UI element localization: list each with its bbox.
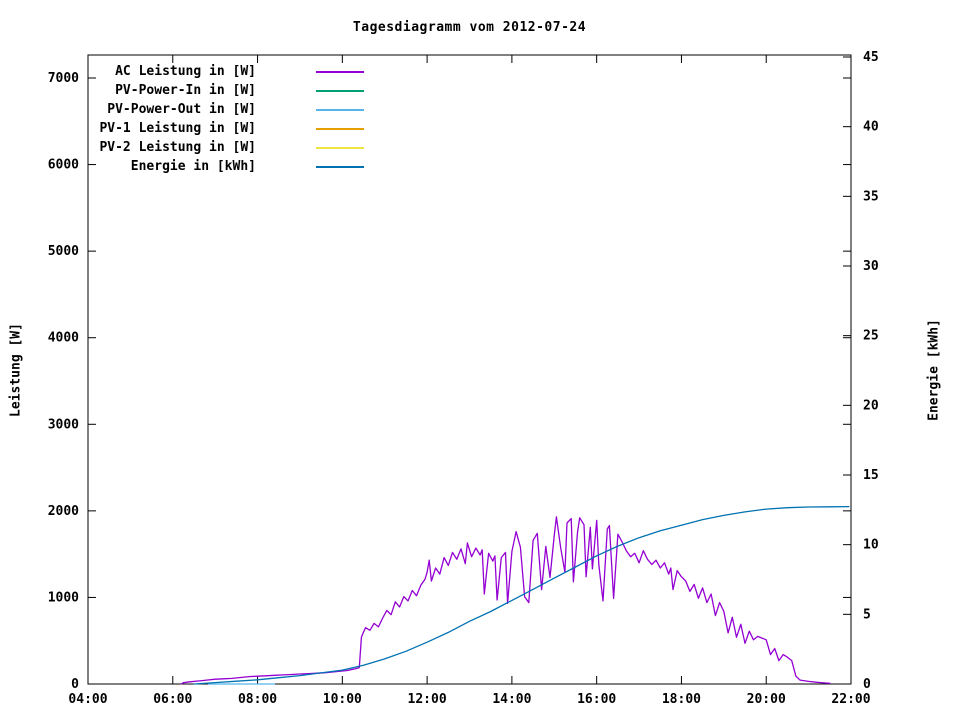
x-tick-label: 04:00 — [68, 692, 107, 707]
legend-label: AC Leistung in [W] — [115, 64, 256, 79]
y-left-tick-label: 5000 — [48, 244, 79, 259]
y-left-tick-label: 7000 — [48, 71, 79, 86]
series-line-ac-leistung-in-w — [180, 516, 831, 685]
x-tick-label: 14:00 — [492, 692, 531, 707]
legend-item-pv2-leistung: PV-2 Leistung in [W] — [90, 138, 364, 157]
legend-line-swatch — [316, 89, 364, 92]
y-left-tick-label: 1000 — [48, 590, 79, 605]
y-right-tick-label: 10 — [863, 538, 879, 553]
x-tick-label: 16:00 — [577, 692, 616, 707]
legend-line-swatch — [316, 165, 364, 168]
x-tick-label: 12:00 — [408, 692, 447, 707]
legend-label: PV-1 Leistung in [W] — [99, 121, 256, 136]
series-line-energie-in-kwh — [193, 505, 850, 685]
chart-title: Tagesdiagramm vom 2012-07-24 — [352, 20, 587, 35]
legend-label: Energie in [kWh] — [130, 159, 256, 174]
x-tick-label: 18:00 — [662, 692, 701, 707]
y-left-tick-label: 2000 — [48, 504, 79, 519]
x-tick-label: 10:00 — [323, 692, 362, 707]
x-tick-label: 22:00 — [831, 692, 870, 707]
y-left-tick-label: 4000 — [48, 331, 79, 346]
y-right-tick-label: 20 — [863, 398, 879, 413]
legend-label: PV-Power-Out in [W] — [107, 102, 256, 117]
legend-item-energie: Energie in [kWh] — [90, 157, 364, 176]
legend-line-swatch — [316, 70, 364, 73]
y-axis-right-label: Energie [kWh] — [926, 319, 942, 421]
legend-item-pv-power-in: PV-Power-In in [W] — [90, 81, 364, 100]
y-left-tick-label: 6000 — [48, 158, 79, 173]
y-right-tick-label: 5 — [863, 607, 871, 622]
y-right-tick-label: 45 — [863, 50, 879, 65]
y-right-tick-label: 25 — [863, 329, 879, 344]
chart-legend: AC Leistung in [W] PV-Power-In in [W] PV… — [90, 62, 364, 176]
legend-line-swatch — [316, 127, 364, 130]
y-axis-left-label: Leistung [W] — [8, 323, 24, 417]
y-right-ticks: 0 5 10 15 20 25 30 35 40 45 — [843, 50, 879, 692]
y-left-ticks: 0 1000 2000 3000 4000 5000 6000 7000 — [48, 71, 851, 692]
legend-line-swatch — [316, 146, 364, 149]
legend-label: PV-2 Leistung in [W] — [99, 140, 256, 155]
x-tick-label: 08:00 — [238, 692, 277, 707]
legend-label: PV-Power-In in [W] — [115, 83, 256, 98]
y-right-tick-label: 0 — [863, 677, 871, 692]
x-tick-label: 20:00 — [747, 692, 786, 707]
series-lines — [180, 505, 850, 685]
legend-line-swatch — [316, 108, 364, 111]
plot-border — [87, 54, 852, 685]
legend-item-pv-power-out: PV-Power-Out in [W] — [90, 100, 364, 119]
y-right-tick-label: 40 — [863, 120, 879, 135]
x-tick-label: 06:00 — [153, 692, 192, 707]
y-left-tick-label: 0 — [71, 677, 79, 692]
y-right-tick-label: 30 — [863, 259, 879, 274]
y-right-tick-label: 15 — [863, 468, 879, 483]
legend-item-ac-leistung: AC Leistung in [W] — [90, 62, 364, 81]
y-left-tick-label: 3000 — [48, 417, 79, 432]
y-right-tick-label: 35 — [863, 189, 879, 204]
x-axis-ticks: 04:00 06:00 08:00 10:00 12:00 14:00 16:00 18:00… — [68, 55, 871, 707]
legend-item-pv1-leistung: PV-1 Leistung in [W] — [90, 119, 364, 138]
